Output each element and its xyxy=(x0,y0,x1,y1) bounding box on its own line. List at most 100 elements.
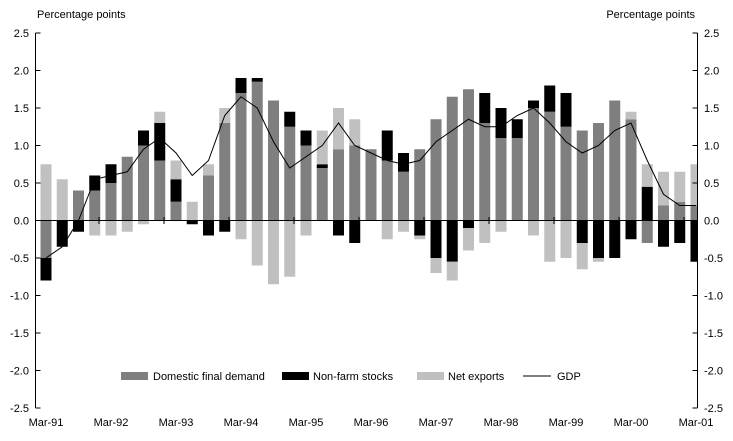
bar-segment-domestic-final-demand xyxy=(463,89,474,221)
y-tick-label-left: 1.5 xyxy=(14,103,29,115)
y-tick-label-left: 2.5 xyxy=(14,28,29,40)
gdp-line-group xyxy=(45,96,696,259)
legend-swatch-domestic-final-demand xyxy=(121,372,148,380)
y-tick-label-left: -2.5 xyxy=(10,403,29,415)
legend: Domestic final demand Non-farm stocks Ne… xyxy=(121,371,581,383)
bar-segment-net-exports xyxy=(235,220,247,240)
y-tick-label-right: 2.0 xyxy=(704,66,719,78)
bar-segment-non-farm-stocks xyxy=(495,108,507,138)
bar-segment-domestic-final-demand xyxy=(219,123,231,221)
bar-segment-domestic-final-demand xyxy=(446,96,458,221)
bar-segment-net-exports xyxy=(528,220,539,236)
bar-segment-domestic-final-demand xyxy=(593,123,604,221)
bar-segment-net-exports xyxy=(268,220,279,285)
bar-segment-domestic-final-demand xyxy=(268,100,279,221)
bar-segment-domestic-final-demand xyxy=(641,220,653,243)
axes-group xyxy=(35,32,698,409)
bar-segment-net-exports xyxy=(479,220,491,243)
bar-segment-net-exports xyxy=(154,111,166,123)
y-tick-label-right: 1.5 xyxy=(704,103,719,115)
bar-segment-non-farm-stocks xyxy=(593,220,604,258)
y-tick-label-right: -1.0 xyxy=(704,291,723,303)
y-tick-label-left: 2.0 xyxy=(14,66,29,78)
x-axis-label: Mar-91 xyxy=(29,417,64,429)
x-axis-label: Mar-92 xyxy=(94,417,129,429)
y-tick-label-right: -1.5 xyxy=(704,328,723,340)
bar-segment-non-farm-stocks xyxy=(235,78,247,93)
y-tick-label-left: -2.0 xyxy=(10,366,29,378)
bar-segment-net-exports xyxy=(398,220,409,232)
y-tick-label-right: 0.5 xyxy=(704,178,719,190)
bar-segment-non-farm-stocks xyxy=(333,220,344,236)
bar-segment-net-exports xyxy=(300,220,312,236)
bar-segment-domestic-final-demand xyxy=(381,160,393,221)
bar-segment-net-exports xyxy=(560,220,572,258)
bar-segment-non-farm-stocks xyxy=(511,119,523,138)
bar-segment-net-exports xyxy=(170,160,182,180)
x-axis-label: Mar-95 xyxy=(289,417,324,429)
bar-segment-non-farm-stocks xyxy=(300,130,312,146)
y-tick-label-left: 0.0 xyxy=(14,216,29,228)
legend-label-domestic-final-demand: Domestic final demand xyxy=(153,371,265,383)
bar-segment-net-exports xyxy=(105,220,117,236)
bar-segment-domestic-final-demand xyxy=(251,81,263,221)
bar-segment-domestic-final-demand xyxy=(121,156,133,221)
bar-segment-net-exports xyxy=(349,119,361,146)
bar-segment-net-exports xyxy=(658,171,669,206)
x-axis-label: Mar-97 xyxy=(419,417,454,429)
bar-segment-non-farm-stocks xyxy=(251,78,263,82)
bar-segment-domestic-final-demand xyxy=(138,145,149,221)
legend-label-non-farm-stocks: Non-farm stocks xyxy=(313,371,394,383)
x-axis-label: Mar-01 xyxy=(679,417,714,429)
bar-segment-non-farm-stocks xyxy=(219,220,231,232)
bar-segment-net-exports xyxy=(463,228,474,251)
bar-segment-net-exports xyxy=(430,258,442,273)
y-tick-label-left: 1.0 xyxy=(14,141,29,153)
bar-segment-net-exports xyxy=(333,108,344,150)
bar-segment-domestic-final-demand xyxy=(658,205,669,221)
bar-segment-domestic-final-demand xyxy=(625,119,637,221)
bar-segment-non-farm-stocks xyxy=(154,123,166,161)
y-axis-title-left: Percentage points xyxy=(37,9,126,21)
bar-segment-net-exports xyxy=(284,220,296,277)
bar-segment-domestic-final-demand xyxy=(609,100,621,221)
bar-segment-domestic-final-demand xyxy=(203,175,214,221)
bar-segment-non-farm-stocks xyxy=(56,220,68,247)
y-tick-label-left: -0.5 xyxy=(10,253,29,265)
y-tick-label-right: 2.5 xyxy=(704,28,719,40)
bar-segment-non-farm-stocks xyxy=(641,186,653,221)
x-axis-label: Mar-99 xyxy=(549,417,584,429)
x-axis-label: Mar-98 xyxy=(484,417,519,429)
y-tick-label-left: -1.5 xyxy=(10,328,29,340)
legend-swatch-net-exports xyxy=(417,372,444,380)
bar-segment-net-exports xyxy=(576,243,588,270)
bar-segment-domestic-final-demand xyxy=(511,138,523,221)
bar-segment-net-exports xyxy=(316,130,328,165)
bar-series-group xyxy=(40,78,698,285)
x-axis-label: Mar-00 xyxy=(614,417,649,429)
bar-segment-domestic-final-demand xyxy=(73,190,84,221)
bar-segment-non-farm-stocks xyxy=(446,220,458,262)
bar-segment-net-exports xyxy=(89,220,101,236)
bar-segment-domestic-final-demand xyxy=(479,123,491,221)
bar-segment-non-farm-stocks xyxy=(576,220,588,243)
bar-segment-domestic-final-demand xyxy=(560,126,572,221)
bar-segment-domestic-final-demand xyxy=(235,93,247,221)
bar-segment-domestic-final-demand xyxy=(40,220,52,258)
bar-segment-net-exports xyxy=(138,220,149,225)
bar-segment-domestic-final-demand xyxy=(528,108,539,221)
bar-segment-non-farm-stocks xyxy=(544,85,556,112)
y-axis-labels-left: 2.5 2.0 1.5 1.0 0.5 0.0 -0.5 -1.0 -1.5 -2.0 -2.5 xyxy=(10,28,29,415)
bar-segment-domestic-final-demand xyxy=(284,126,296,221)
bar-segment-net-exports xyxy=(381,220,393,240)
bar-segment-non-farm-stocks xyxy=(105,164,117,183)
bar-segment-net-exports xyxy=(690,164,698,206)
bar-segment-non-farm-stocks xyxy=(625,220,637,240)
bar-segment-non-farm-stocks xyxy=(89,175,101,191)
bar-segment-non-farm-stocks xyxy=(138,130,149,146)
bar-segment-non-farm-stocks xyxy=(349,220,361,243)
bar-segment-non-farm-stocks xyxy=(658,220,669,247)
bar-segment-domestic-final-demand xyxy=(544,111,556,221)
